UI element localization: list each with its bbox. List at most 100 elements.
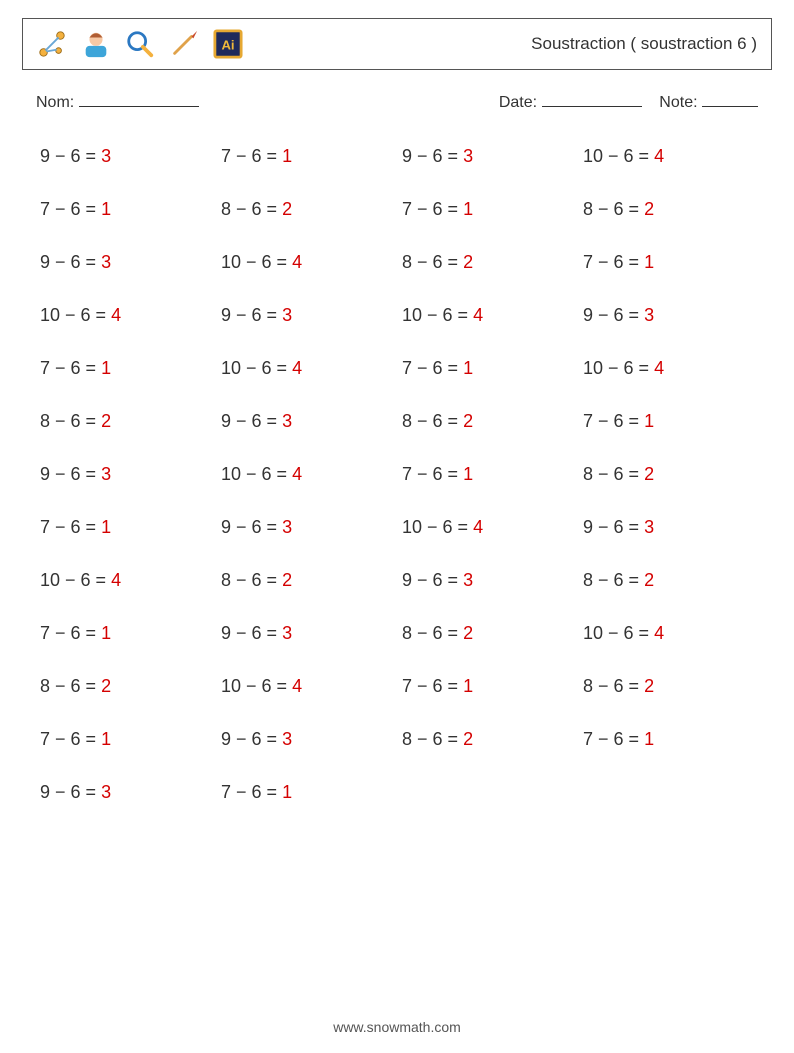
problem-cell: 7 − 6 = 1 [402,358,583,379]
worksheet-title: Soustraction ( soustraction 6 ) [531,34,757,54]
problem-cell: 7 − 6 = 1 [40,517,221,538]
name-label-text: Nom: [36,94,74,111]
answer: 1 [644,729,654,749]
problem-cell: 7 − 6 = 1 [40,623,221,644]
user-icon [81,29,111,59]
problem-cell: 9 − 6 = 3 [40,464,221,485]
answer: 2 [282,199,292,219]
problem-cell: 8 − 6 = 2 [221,570,402,591]
answer: 4 [473,305,483,325]
problem-cell: 7 − 6 = 1 [583,252,764,273]
note-blank[interactable] [702,92,758,107]
problem-cell: 10 − 6 = 4 [221,358,402,379]
answer: 1 [463,464,473,484]
problem-cell: 9 − 6 = 3 [221,411,402,432]
answer: 1 [101,517,111,537]
problem-cell: 7 − 6 = 1 [221,146,402,167]
answer: 3 [101,464,111,484]
problem-cell: 9 − 6 = 3 [40,782,221,803]
problem-cell: 8 − 6 = 2 [583,199,764,220]
answer: 1 [101,623,111,643]
problem-cell: 10 − 6 = 4 [583,623,764,644]
answer: 3 [282,729,292,749]
answer: 2 [463,729,473,749]
problem-cell: 9 − 6 = 3 [40,146,221,167]
date-label-text: Date: [499,94,537,111]
problem-cell: 10 − 6 = 4 [221,464,402,485]
problem-cell: 8 − 6 = 2 [402,411,583,432]
answer: 1 [463,358,473,378]
problem-cell: 9 − 6 = 3 [221,623,402,644]
answer: 4 [292,358,302,378]
header-icons: Ai [37,29,243,59]
name-blank[interactable] [79,92,199,107]
answer: 4 [292,464,302,484]
answer: 2 [101,411,111,431]
answer: 3 [463,570,473,590]
problem-cell: 7 − 6 = 1 [221,782,402,803]
answer: 3 [101,146,111,166]
problem-cell: 10 − 6 = 4 [583,358,764,379]
answer: 2 [463,623,473,643]
problem-cell: 10 − 6 = 4 [221,676,402,697]
answer: 1 [282,146,292,166]
answer: 2 [644,570,654,590]
date-blank[interactable] [542,92,642,107]
problem-cell: 8 − 6 = 2 [583,464,764,485]
answer: 4 [654,358,664,378]
answer: 1 [644,411,654,431]
answer: 4 [111,570,121,590]
problem-cell: 8 − 6 = 2 [40,411,221,432]
problem-cell: 10 − 6 = 4 [221,252,402,273]
problem-cell: 9 − 6 = 3 [221,729,402,750]
answer: 1 [101,358,111,378]
answer: 3 [282,517,292,537]
answer: 1 [101,729,111,749]
answer: 2 [463,411,473,431]
answer: 2 [644,676,654,696]
answer: 2 [101,676,111,696]
svg-text:Ai: Ai [221,38,234,53]
problem-cell: 8 − 6 = 2 [402,252,583,273]
answer: 4 [473,517,483,537]
answer: 4 [654,146,664,166]
problem-cell: 10 − 6 = 4 [40,305,221,326]
problem-cell: 10 − 6 = 4 [402,305,583,326]
answer: 3 [644,517,654,537]
answer: 3 [282,305,292,325]
answer: 1 [644,252,654,272]
problem-cell: 7 − 6 = 1 [583,411,764,432]
problem-cell: 7 − 6 = 1 [402,464,583,485]
problem-cell: 7 − 6 = 1 [40,358,221,379]
search-icon [125,29,155,59]
answer: 4 [654,623,664,643]
problem-cell: 8 − 6 = 2 [583,676,764,697]
footer-url: www.snowmath.com [0,1019,794,1035]
problem-cell: 8 − 6 = 2 [40,676,221,697]
ai-icon: Ai [213,29,243,59]
problem-grid: 9 − 6 = 37 − 6 = 19 − 6 = 310 − 6 = 47 −… [22,146,772,803]
problem-cell: 7 − 6 = 1 [40,199,221,220]
answer: 2 [282,570,292,590]
problem-cell: 8 − 6 = 2 [402,623,583,644]
brush-icon [169,29,199,59]
answer: 1 [463,199,473,219]
problem-cell: 9 − 6 = 3 [221,305,402,326]
answer: 3 [644,305,654,325]
header-box: Ai Soustraction ( soustraction 6 ) [22,18,772,70]
answer: 1 [463,676,473,696]
answer: 3 [101,252,111,272]
answer: 3 [282,623,292,643]
problem-cell [402,782,583,803]
answer: 3 [463,146,473,166]
network-icon [37,29,67,59]
name-label: Nom: [36,92,199,112]
problem-cell: 8 − 6 = 2 [583,570,764,591]
problem-cell: 8 − 6 = 2 [402,729,583,750]
answer: 1 [101,199,111,219]
problem-cell: 9 − 6 = 3 [40,252,221,273]
answer: 4 [292,676,302,696]
answer: 4 [111,305,121,325]
problem-cell: 9 − 6 = 3 [402,146,583,167]
problem-cell: 9 − 6 = 3 [402,570,583,591]
